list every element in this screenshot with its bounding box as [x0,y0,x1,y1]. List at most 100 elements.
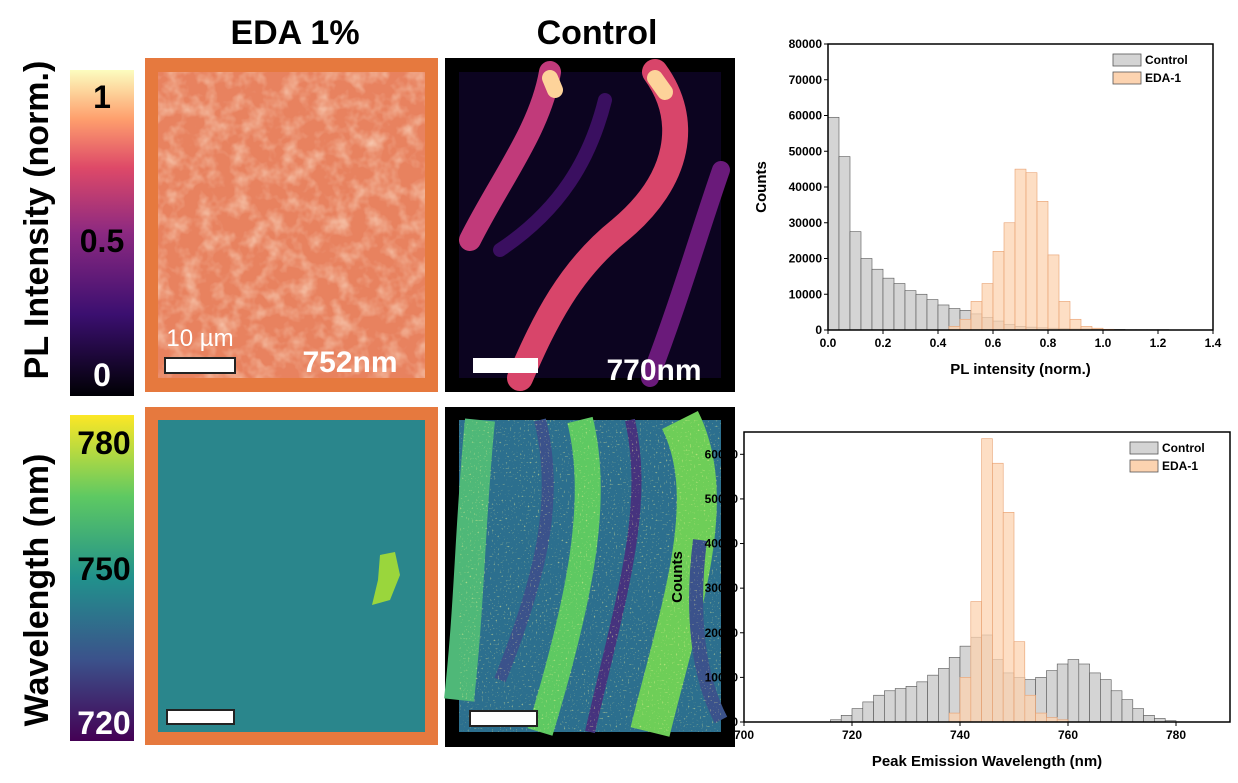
x-tick-label: 760 [1058,728,1078,742]
colorbar-label: 0.5 [80,223,124,259]
x-tick-label: 1.2 [1150,336,1167,350]
histogram-bar [863,702,874,722]
histogram-bar [1068,660,1079,722]
column-title: EDA 1% [230,14,359,52]
histogram-bar [1144,715,1155,722]
histogram-bar [895,689,906,722]
x-tick-label: 780 [1166,728,1186,742]
y-tick-label: 50000 [705,492,739,506]
histogram-bar [971,301,982,330]
colorbar-label: 720 [77,705,130,741]
histogram-bar [894,284,905,330]
scale-bar [470,711,537,726]
row-label: PL Intensity (norm.) [18,61,56,380]
y-tick-label: 60000 [789,109,823,123]
histogram-bar [1070,319,1081,330]
column-title: Control [537,14,658,52]
x-tick-label: 720 [842,728,862,742]
peak-label: 770nm [606,354,701,387]
histogram-bar [883,278,894,330]
histogram-bar [938,668,949,722]
x-axis-label: Peak Emission Wavelength (nm) [872,753,1102,770]
histogram-bar [938,305,949,330]
histogram-bar [1004,223,1015,330]
y-tick-label: 20000 [705,626,739,640]
peak-label: 752nm [302,346,397,379]
scale-bar [473,358,538,373]
histogram-bar [982,284,993,330]
histogram-bar [874,695,885,722]
x-tick-label: 740 [950,728,970,742]
histogram-bar [861,259,872,331]
scale-bar [167,710,234,724]
y-tick-label: 10000 [789,287,823,301]
y-tick-label: 0 [731,715,738,729]
histogram-bar [1079,664,1090,722]
histogram-bar [960,319,971,330]
legend-label: EDA-1 [1162,459,1198,473]
colorbar-label: 750 [77,551,130,587]
histogram-bar [1048,255,1059,330]
histogram-bar [1046,671,1057,722]
histogram-bar [1037,201,1048,330]
histogram-bar [949,657,960,722]
y-tick-label: 0 [815,323,822,337]
histogram-bar [1057,664,1068,722]
legend-swatch [1113,54,1141,66]
histogram-bar [992,463,1003,722]
histogram-bar [971,602,982,722]
scale-bar [165,358,235,373]
y-axis-label: Counts [669,551,686,603]
histogram-bar [905,291,916,330]
histogram-bar [982,439,993,722]
histogram-bar [927,300,938,330]
histogram-bar [841,715,852,722]
x-tick-label: 0.6 [985,336,1002,350]
histogram-bar [1025,695,1036,722]
histogram-bar [960,677,971,722]
y-tick-label: 50000 [789,144,823,158]
legend-label: Control [1162,441,1205,455]
histogram-bar [917,682,928,722]
colorbar-label: 1 [93,79,111,115]
histogram-bar [1090,673,1101,722]
colorbar-label: 0 [93,357,111,393]
histogram-bar [916,294,927,330]
histogram-bar [928,675,939,722]
y-tick-label: 20000 [789,252,823,266]
histogram-bar [1100,680,1111,722]
histogram-bar [906,686,917,722]
y-tick-label: 10000 [705,670,739,684]
x-tick-label: 0.4 [930,336,947,350]
histogram-bar [1015,169,1026,330]
histogram-bar [884,691,895,722]
histogram-bar [850,232,861,330]
y-tick-label: 60000 [705,447,739,461]
histogram-bar [949,713,960,722]
scale-label: 10 µm [166,325,233,352]
y-tick-label: 70000 [789,73,823,87]
histogram-bar [828,117,839,330]
histogram-bar [1014,642,1025,722]
x-tick-label: 1.0 [1095,336,1112,350]
legend-label: EDA-1 [1145,71,1181,85]
histogram-bar [839,157,850,330]
histogram-bar [1122,700,1133,722]
histogram-bar [1003,512,1014,722]
x-tick-label: 0.8 [1040,336,1057,350]
y-tick-label: 40000 [705,537,739,551]
histogram-bar [1059,301,1070,330]
x-axis-label: PL intensity (norm.) [950,361,1091,378]
y-tick-label: 40000 [789,180,823,194]
legend-swatch [1130,442,1158,454]
x-tick-label: 1.4 [1205,336,1222,350]
y-tick-label: 30000 [789,216,823,230]
colorbar-label: 780 [77,425,130,461]
histogram-bar [1133,709,1144,722]
histogram-bar [1036,713,1047,722]
legend-swatch [1130,460,1158,472]
y-tick-label: 30000 [705,581,739,595]
legend-label: Control [1145,53,1188,67]
